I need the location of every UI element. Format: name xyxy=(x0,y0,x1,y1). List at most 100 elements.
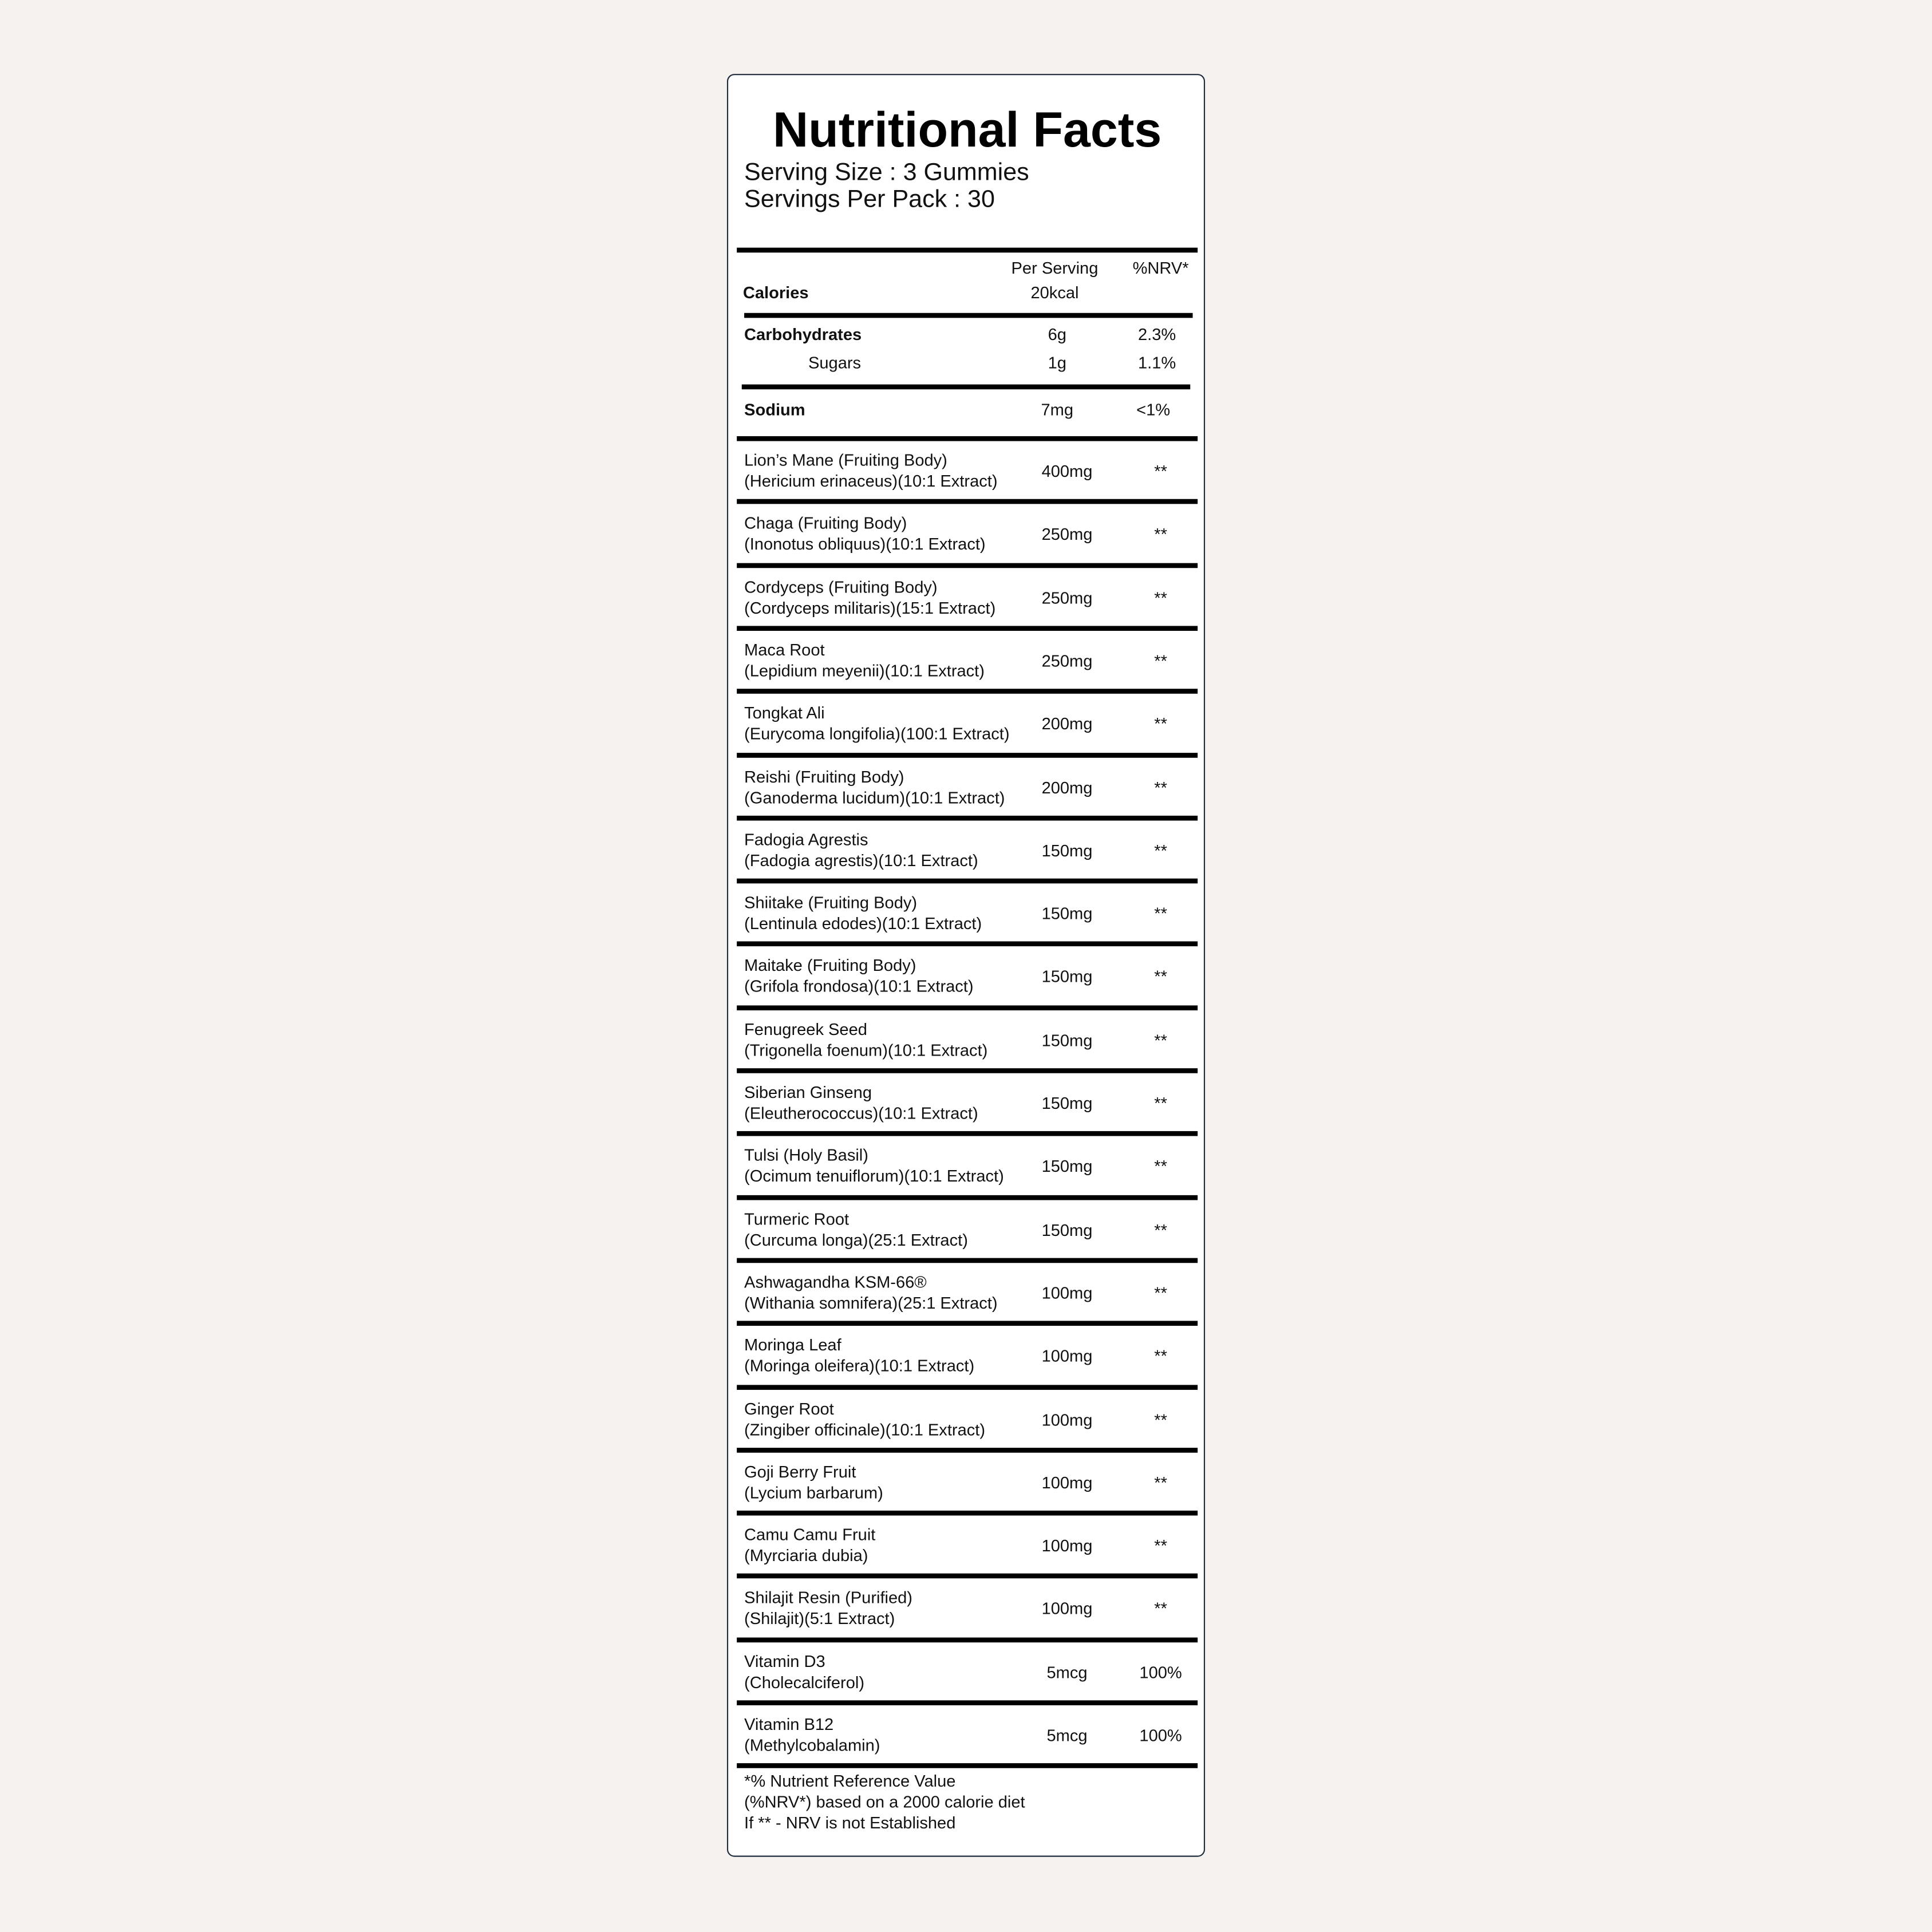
column-header: Per Serving xyxy=(1011,259,1099,278)
rule xyxy=(737,878,1198,884)
rule xyxy=(737,1131,1198,1137)
rule xyxy=(737,1763,1198,1769)
rule xyxy=(737,1384,1198,1389)
rule xyxy=(737,815,1198,821)
ingredient-amount: 150mg xyxy=(1041,1094,1093,1113)
ingredient-detail: (Cholecalciferol) xyxy=(744,1673,865,1692)
row-amount: 1g xyxy=(1048,353,1066,373)
ingredient-detail: (Cordyceps militaris)(15:1 Extract) xyxy=(744,598,996,617)
ingredient-name: Goji Berry Fruit xyxy=(744,1462,856,1481)
ingredient-amount: 250mg xyxy=(1041,588,1093,607)
ingredient-name: Maitake (Fruiting Body) xyxy=(744,957,916,975)
ingredient-detail: (Curcuma longa)(25:1 Extract) xyxy=(744,1230,968,1249)
ingredient-amount: 100mg xyxy=(1041,1346,1093,1366)
row-name: Sugars xyxy=(808,353,862,373)
ingredient-detail: (Ganoderma lucidum)(10:1 Extract) xyxy=(744,788,1005,807)
ingredient-name: Shilajit Resin (Purified) xyxy=(744,1589,913,1607)
ingredient-detail: (Lycium barbarum) xyxy=(744,1483,883,1502)
column-header: %NRV* xyxy=(1132,259,1189,278)
ingredient-name: Ginger Root xyxy=(744,1399,834,1418)
ingredient-amount: 100mg xyxy=(1041,1410,1093,1429)
ingredient-name: Ashwagandha KSM-66® xyxy=(744,1273,927,1291)
rule xyxy=(744,313,1193,318)
ingredient-name: Tongkat Ali xyxy=(744,704,825,722)
ingredient-nrv: 100% xyxy=(1139,1663,1182,1682)
footnote: (%NRV*) based on a 2000 calorie diet xyxy=(744,1793,1025,1812)
ingredient-nrv: ** xyxy=(1154,841,1167,860)
ingredient-detail: (Withania somnifera)(25:1 Extract) xyxy=(744,1293,998,1313)
ingredient-nrv: ** xyxy=(1154,967,1167,986)
ingredient-detail: (Moringa oleifera)(10:1 Extract) xyxy=(744,1357,975,1376)
row-amount: 20kcal xyxy=(1030,283,1079,302)
row-amount: 7mg xyxy=(1041,400,1074,419)
serving-size: Serving Size : 3 Gummies xyxy=(744,159,1029,187)
rule xyxy=(737,626,1198,631)
ingredient-nrv: 100% xyxy=(1139,1726,1182,1745)
rule xyxy=(737,1447,1198,1453)
ingredient-detail: (Fadogia agrestis)(10:1 Extract) xyxy=(744,851,978,870)
row-name: Sodium xyxy=(744,400,805,419)
ingredient-amount: 150mg xyxy=(1041,1157,1093,1176)
ingredient-name: Chaga (Fruiting Body) xyxy=(744,514,907,533)
ingredient-nrv: ** xyxy=(1154,1157,1167,1176)
ingredient-detail: (Trigonella foenum)(10:1 Extract) xyxy=(744,1041,988,1060)
rule xyxy=(737,1194,1198,1200)
ingredient-detail: (Lepidium meyenii)(10:1 Extract) xyxy=(744,661,985,680)
row-nrv: 1.1% xyxy=(1137,353,1176,373)
rule xyxy=(737,1005,1198,1010)
ingredient-nrv: ** xyxy=(1154,1473,1167,1492)
row-nrv: <1% xyxy=(1136,400,1171,419)
ingredient-nrv: ** xyxy=(1154,1220,1167,1239)
ingredient-nrv: ** xyxy=(1154,462,1167,481)
ingredient-amount: 100mg xyxy=(1041,1536,1093,1555)
footnote: *% Nutrient Reference Value xyxy=(744,1772,956,1791)
ingredient-detail: (Grifola frondosa)(10:1 Extract) xyxy=(744,977,974,996)
ingredient-nrv: ** xyxy=(1154,714,1167,734)
ingredient-detail: (Eleutherococcus)(10:1 Extract) xyxy=(744,1104,978,1123)
rule xyxy=(737,1700,1198,1705)
ingredient-nrv: ** xyxy=(1154,588,1167,607)
ingredient-detail: (Shilajit)(5:1 Extract) xyxy=(744,1609,895,1629)
ingredient-amount: 150mg xyxy=(1041,1030,1093,1050)
row-name: Carbohydrates xyxy=(744,325,862,344)
ingredient-nrv: ** xyxy=(1154,1599,1167,1618)
rule xyxy=(741,384,1191,390)
ingredient-amount: 100mg xyxy=(1041,1473,1093,1492)
rule xyxy=(737,1068,1198,1073)
ingredient-nrv: ** xyxy=(1154,778,1167,797)
rule xyxy=(737,1258,1198,1263)
ingredient-amount: 100mg xyxy=(1041,1283,1093,1302)
ingredient-name: Fadogia Agrestis xyxy=(744,830,868,849)
ingredient-nrv: ** xyxy=(1154,525,1167,544)
ingredient-name: Lion’s Mane (Fruiting Body) xyxy=(744,451,947,470)
ingredient-name: Reishi (Fruiting Body) xyxy=(744,767,904,786)
ingredient-amount: 100mg xyxy=(1041,1599,1093,1618)
ingredient-nrv: ** xyxy=(1154,1094,1167,1113)
ingredient-detail: (Methylcobalamin) xyxy=(744,1736,880,1755)
ingredient-nrv: ** xyxy=(1154,1346,1167,1366)
ingredient-amount: 150mg xyxy=(1041,841,1093,860)
ingredient-name: Camu Camu Fruit xyxy=(744,1525,876,1544)
ingredient-amount: 5mcg xyxy=(1046,1663,1088,1682)
footnote: If ** - NRV is not Established xyxy=(744,1814,956,1833)
ingredient-amount: 150mg xyxy=(1041,1220,1093,1239)
rule xyxy=(737,1321,1198,1326)
ingredient-name: Turmeric Root xyxy=(744,1209,850,1228)
ingredient-name: Moringa Leaf xyxy=(744,1336,841,1354)
ingredient-name: Siberian Ginseng xyxy=(744,1082,872,1102)
ingredient-amount: 400mg xyxy=(1041,462,1093,481)
rule xyxy=(737,1574,1198,1579)
ingredient-detail: (Ocimum tenuiflorum)(10:1 Extract) xyxy=(744,1167,1004,1186)
ingredient-amount: 150mg xyxy=(1041,967,1093,986)
ingredient-nrv: ** xyxy=(1154,1030,1167,1050)
label-panel: Nutritional Facts Serving Size : 3 Gummi… xyxy=(726,74,1206,1857)
ingredient-amount: 250mg xyxy=(1041,525,1093,544)
row-name: Calories xyxy=(742,283,809,302)
rule xyxy=(737,689,1198,694)
rule xyxy=(737,942,1198,947)
rule xyxy=(737,499,1198,504)
ingredient-name: Vitamin D3 xyxy=(744,1652,825,1671)
ingredient-name: Maca Root xyxy=(744,641,825,659)
ingredient-name: Tulsi (Holy Basil) xyxy=(744,1146,868,1165)
